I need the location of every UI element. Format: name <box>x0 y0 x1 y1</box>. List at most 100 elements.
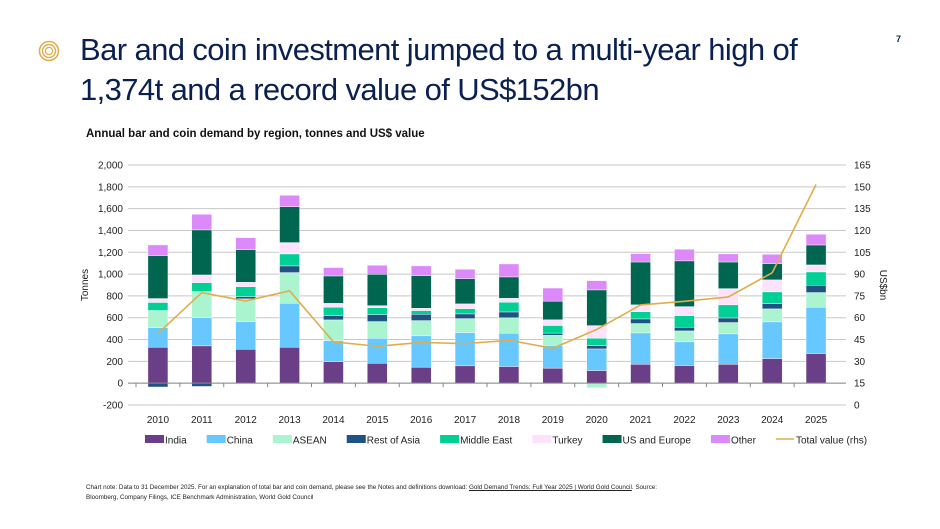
bar-segment-us-and-europe <box>191 229 213 276</box>
bar-segment-other <box>323 267 344 277</box>
bar-segment-other <box>586 280 607 291</box>
bar-segment-china <box>367 338 388 364</box>
y2-tick-label: 120 <box>854 226 871 237</box>
x-tick-label: 2014 <box>322 415 345 426</box>
legend-swatch <box>145 435 164 443</box>
bar-segment-asean <box>410 320 432 337</box>
bar-segment-india <box>630 364 651 384</box>
y2-tick-label: 90 <box>854 270 866 281</box>
bar-segment-turkey <box>367 305 388 308</box>
bar-segment-china <box>805 307 827 354</box>
legend-swatch <box>440 435 460 443</box>
bar-segment-us-and-europe <box>235 249 256 283</box>
y2-tick-label: 30 <box>854 357 866 368</box>
bar-segment-rest-of-asia <box>279 265 300 273</box>
x-tick-label: 2025 <box>805 415 828 426</box>
bar-segment-china <box>191 317 213 347</box>
bar-segment-middle-east <box>191 282 213 292</box>
y2-tick-label: 135 <box>854 204 871 215</box>
bar-segment-middle-east <box>498 302 520 313</box>
bar-segment-middle-east <box>718 304 739 319</box>
legend-swatch <box>710 435 730 443</box>
bar-segment-other <box>805 234 827 246</box>
bar-segment-other <box>147 244 169 256</box>
y-tick-label: 0 <box>117 379 123 390</box>
legend-label: Turkey <box>552 436 582 447</box>
x-tick-label: 2015 <box>366 415 389 426</box>
x-tick-label: 2010 <box>147 415 170 426</box>
bar-segment-india <box>410 366 432 384</box>
x-tick-label: 2023 <box>717 415 740 426</box>
bar-segment-asean <box>586 382 607 389</box>
bar-segment-middle-east <box>761 291 783 304</box>
x-tick-label: 2024 <box>761 415 784 426</box>
y-tick-label: 200 <box>106 357 123 368</box>
chart-title: Annual bar and coin demand by region, to… <box>86 128 425 140</box>
y-tick-label: 2,000 <box>98 161 123 172</box>
x-tick-label: 2022 <box>673 415 696 426</box>
legend-swatch <box>602 435 622 443</box>
bar-segment-us-and-europe <box>498 276 520 299</box>
page-number: 7 <box>896 34 902 44</box>
bar-segment-us-and-europe <box>279 206 300 243</box>
y-tick-label: 1,000 <box>98 270 123 281</box>
bar-segment-china <box>410 335 432 368</box>
y-tick-label: 1,800 <box>98 182 123 193</box>
bar-segment-asean <box>191 291 213 318</box>
legend-label: Middle East <box>460 436 512 447</box>
bar-segment-middle-east <box>147 302 169 311</box>
bar-segment-china <box>147 327 169 348</box>
bar-segment-rest-of-asia <box>805 285 827 293</box>
bar-segment-rest-of-asia <box>454 313 476 319</box>
bar-segment-rest-of-asia <box>630 318 651 324</box>
bar-segment-us-and-europe <box>367 274 388 306</box>
bar-segment-rest-of-asia <box>498 311 520 319</box>
bar-segment-other <box>279 195 300 207</box>
bar-segment-china <box>761 321 783 359</box>
bar-segment-asean <box>542 334 564 346</box>
bar-segment-india <box>542 367 564 384</box>
y-tick-label: 400 <box>106 335 123 346</box>
y2-tick-label: 150 <box>854 182 871 193</box>
bar-segment-asean <box>805 292 827 308</box>
bar-segment-other <box>367 265 388 275</box>
bar-segment-china <box>586 348 607 371</box>
bar-segment-us-and-europe <box>718 261 739 289</box>
bar-segment-rest-of-asia <box>586 345 607 350</box>
bar-segment-china <box>498 333 520 367</box>
bar-segment-middle-east <box>323 307 344 316</box>
y2-tick-label: 60 <box>854 313 866 324</box>
concentric-circles-icon <box>38 40 60 67</box>
bar-segment-asean <box>630 323 651 334</box>
bar-segment-asean <box>498 317 520 334</box>
y2-axis-label: US$bn <box>877 270 888 301</box>
bar-segment-rest-of-asia <box>674 327 695 332</box>
bar-segment-rest-of-asia <box>542 332 564 336</box>
footnote-source: . Source: Bloomberg, Company Filings, IC… <box>86 484 658 501</box>
bar-segment-middle-east <box>805 271 827 286</box>
bar-segment-middle-east <box>586 338 607 346</box>
bar-segment-india <box>718 364 739 384</box>
bar-segment-india <box>761 358 783 384</box>
y2-tick-label: 165 <box>854 161 871 172</box>
bar-segment-turkey <box>235 282 256 287</box>
bar-segment-rest-of-asia <box>718 317 739 323</box>
bar-segment-asean <box>761 308 783 323</box>
bar-segment-other <box>410 265 432 276</box>
bar-segment-china <box>718 333 739 365</box>
bar-segment-turkey <box>761 279 783 293</box>
bar-segment-middle-east <box>279 253 300 267</box>
x-tick-label: 2012 <box>235 415 258 426</box>
x-tick-label: 2013 <box>278 415 301 426</box>
x-tick-label: 2017 <box>454 415 477 426</box>
bar-segment-us-and-europe <box>147 255 169 299</box>
bar-segment-india <box>454 365 476 384</box>
bar-segment-other <box>191 214 213 231</box>
y2-tick-label: 0 <box>854 401 860 412</box>
bar-segment-rest-of-asia <box>410 314 432 321</box>
bar-segment-asean <box>718 322 739 335</box>
bar-segment-china <box>454 332 476 367</box>
y-tick-label: 1,400 <box>98 226 123 237</box>
footnote-link[interactable]: Gold Demand Trends: Full Year 2025 | Wor… <box>468 484 632 491</box>
y-tick-label: 1,600 <box>98 204 123 215</box>
